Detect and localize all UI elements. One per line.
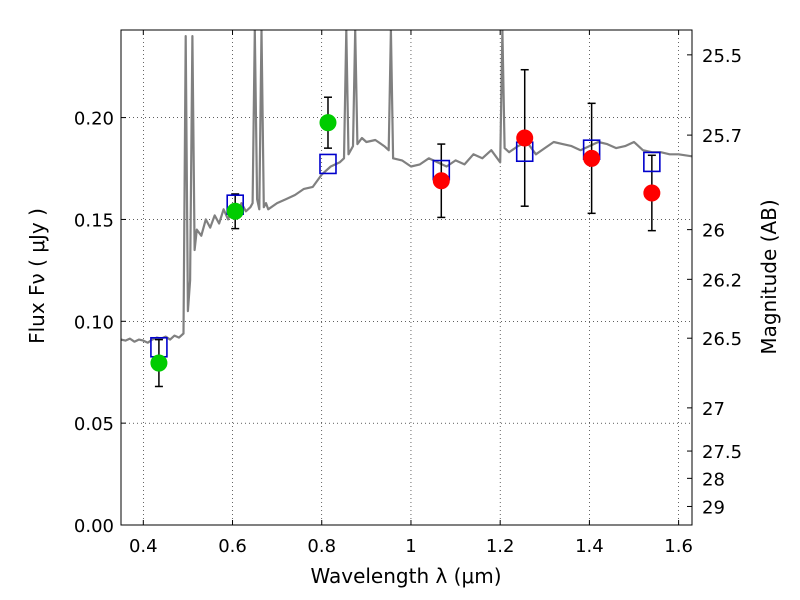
mag-tick-label: 28 bbox=[702, 469, 725, 490]
mag-tick-label: 29 bbox=[702, 497, 725, 518]
x-tick-label: 1.4 bbox=[575, 536, 604, 557]
y-axis-label: Flux Fν ( μJy ) bbox=[25, 208, 49, 344]
mag-tick-label: 26 bbox=[702, 221, 725, 242]
observed-point bbox=[150, 354, 168, 372]
mag-tick-label: 26.2 bbox=[702, 270, 742, 291]
x-tick-label: 0.6 bbox=[218, 536, 247, 557]
y-tick-label: 0.15 bbox=[74, 210, 114, 231]
observed-point bbox=[226, 202, 244, 220]
observed-point bbox=[583, 149, 601, 167]
model-photometry-square bbox=[643, 151, 661, 173]
x-tick-label: 1 bbox=[405, 536, 416, 557]
tick-layer: 0.4 0.6 0.8 1 1.2 1.4 1.6 0.00 0.05 0.10 0.15 0.20 2… bbox=[74, 30, 742, 557]
errorbar-layer bbox=[154, 68, 656, 388]
y-tick-label: 0.10 bbox=[74, 312, 114, 333]
observed-point bbox=[319, 114, 337, 132]
observed-point bbox=[432, 172, 450, 190]
magnitude-axis-label: Magnitude (AB) bbox=[757, 199, 781, 354]
mag-tick-label: 25.7 bbox=[702, 126, 742, 147]
x-tick-label: 0.4 bbox=[129, 536, 158, 557]
model-photometry-square bbox=[319, 153, 337, 175]
y-tick-label: 0.00 bbox=[74, 516, 114, 537]
x-axis-label: Wavelength λ (μm) bbox=[310, 564, 501, 588]
x-tick-label: 0.8 bbox=[307, 536, 336, 557]
x-tick-label: 1.2 bbox=[486, 536, 515, 557]
y-tick-label: 0.05 bbox=[74, 414, 114, 435]
grid-lines bbox=[121, 30, 692, 526]
marker-layer bbox=[150, 114, 661, 372]
spectrum-layer bbox=[121, 30, 692, 344]
mag-tick-label: 25.5 bbox=[702, 46, 742, 67]
observed-point bbox=[643, 184, 661, 202]
observed-point bbox=[516, 129, 534, 147]
y-tick-label: 0.20 bbox=[74, 109, 114, 130]
mag-tick-label: 26.5 bbox=[702, 329, 742, 350]
mag-tick-label: 27 bbox=[702, 399, 725, 420]
x-tick-label: 1.6 bbox=[664, 536, 693, 557]
plot-frame bbox=[120, 29, 693, 526]
spectrum-line bbox=[121, 30, 692, 344]
mag-tick-label: 27.5 bbox=[702, 442, 742, 463]
